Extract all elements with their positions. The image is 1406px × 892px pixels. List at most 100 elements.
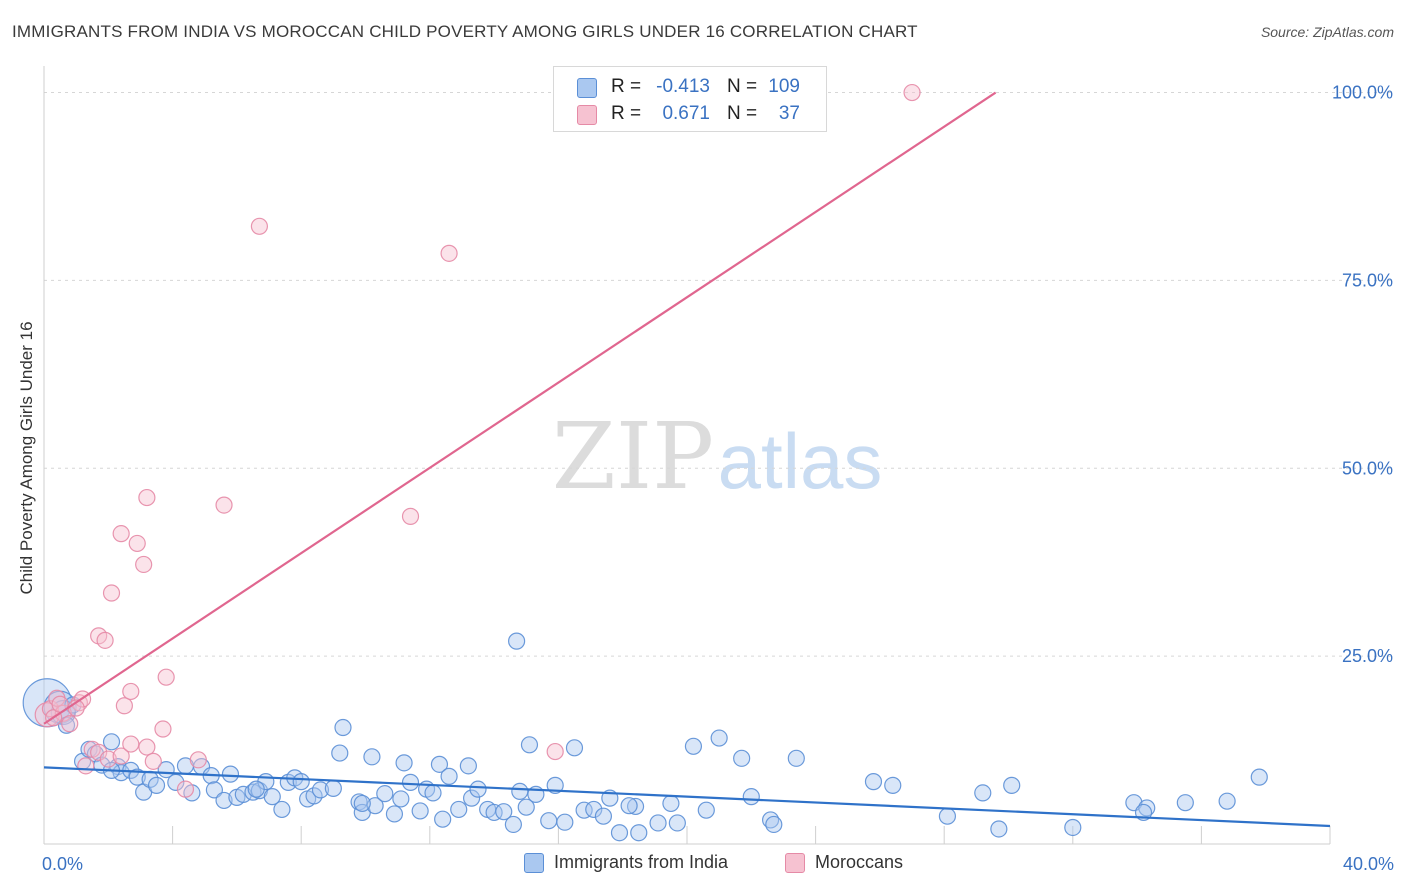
legend-n-label-india: N = xyxy=(727,76,758,97)
moroccan-point xyxy=(122,735,140,753)
y-tick-label: 50.0% xyxy=(1342,458,1393,478)
india-point xyxy=(311,781,330,799)
legend-r-label-moroccans: R = xyxy=(611,103,642,124)
india-point xyxy=(610,824,629,842)
moroccan-point xyxy=(77,757,95,775)
india-point xyxy=(884,776,902,794)
india-point xyxy=(974,784,992,802)
india-point xyxy=(411,802,429,820)
india-point xyxy=(787,749,805,767)
india-point xyxy=(620,797,638,815)
india-point xyxy=(102,733,121,751)
india-point xyxy=(1176,794,1194,812)
india-point xyxy=(263,788,281,806)
legend-swatch-moroccans xyxy=(577,105,597,125)
india-point xyxy=(392,790,410,808)
india-point xyxy=(292,773,310,791)
moroccan-point xyxy=(401,507,420,525)
india-point xyxy=(485,803,503,822)
y-tick-label: 25.0% xyxy=(1342,646,1393,666)
india-point xyxy=(668,814,686,832)
india-point xyxy=(215,791,233,810)
legend-label-india: Immigrants from India xyxy=(554,852,729,872)
india-point xyxy=(205,781,223,799)
moroccan-point xyxy=(135,555,153,574)
india-point xyxy=(462,789,481,807)
india-point xyxy=(469,780,487,798)
india-point xyxy=(517,798,535,816)
india-point xyxy=(1218,792,1236,810)
legend-n-value-india: 109 xyxy=(768,76,800,97)
moroccan-point xyxy=(41,700,60,718)
india-trend-line xyxy=(43,766,1331,828)
india-point xyxy=(585,800,603,819)
india-point xyxy=(864,773,883,791)
moroccan-point xyxy=(112,747,130,765)
moroccan-point xyxy=(215,496,233,514)
moroccan-point xyxy=(157,668,175,686)
chart-title: IMMIGRANTS FROM INDIA VS MOROCCAN CHILD … xyxy=(12,22,918,41)
legend-row-india: R = -0.413 N = 109 xyxy=(554,73,826,101)
legend-n-value-moroccans: 37 xyxy=(778,103,800,124)
india-point xyxy=(556,813,574,831)
india-point xyxy=(128,768,146,786)
moroccan-point xyxy=(903,83,921,102)
india-point xyxy=(244,783,262,801)
india-point xyxy=(765,815,783,834)
x-tick-label: 0.0% xyxy=(42,854,83,874)
legend-item-india[interactable]: Immigrants from India xyxy=(524,852,728,873)
india-point xyxy=(331,744,349,762)
moroccan-point xyxy=(189,751,207,769)
india-point xyxy=(504,815,522,834)
india-point xyxy=(540,812,558,830)
india-point xyxy=(1003,776,1021,794)
india-point xyxy=(626,797,645,816)
india-point xyxy=(565,739,584,757)
india-point xyxy=(424,784,442,802)
legend-label-moroccans: Moroccans xyxy=(815,852,904,872)
india-point xyxy=(938,807,957,825)
moroccan-point xyxy=(90,743,108,761)
india-point xyxy=(305,787,323,805)
watermark-zip: ZIP xyxy=(552,403,714,510)
india-point xyxy=(353,794,371,813)
moroccan-point xyxy=(61,715,79,733)
moroccan-point xyxy=(144,752,162,770)
y-tick-label: 75.0% xyxy=(1342,270,1393,290)
moroccan-point xyxy=(115,697,133,715)
india-point xyxy=(649,814,667,832)
india-point xyxy=(401,773,420,791)
india-point xyxy=(990,820,1008,838)
india-point xyxy=(324,779,342,797)
correlation-legend: R = -0.413 N = 109 R = 0.671 N = 37 xyxy=(553,66,827,132)
moroccan-point xyxy=(154,720,172,738)
moroccan-point xyxy=(99,750,117,768)
moroccan-point xyxy=(176,780,195,798)
moroccan-point xyxy=(128,534,146,553)
moroccan-point xyxy=(122,682,140,701)
legend-r-value-moroccans: 0.671 xyxy=(662,103,710,124)
india-point xyxy=(430,755,449,773)
legend-r-label-india: R = xyxy=(611,76,642,97)
legend-swatch-india xyxy=(577,78,597,98)
moroccan-point xyxy=(440,244,458,262)
india-point xyxy=(733,749,751,767)
watermark-atlas: atlas xyxy=(718,417,883,505)
india-point xyxy=(385,805,404,823)
india-point xyxy=(147,776,166,794)
india-point xyxy=(594,807,613,825)
legend-item-moroccans[interactable]: Moroccans xyxy=(785,852,903,873)
india-point xyxy=(440,767,458,785)
source-label: Source: ZipAtlas.com xyxy=(1260,24,1394,40)
india-point xyxy=(630,824,648,842)
india-point xyxy=(376,785,394,803)
moroccan-point xyxy=(250,217,269,235)
india-point xyxy=(697,801,715,819)
legend-swatch-india-bottom xyxy=(524,852,544,873)
india-point xyxy=(495,803,513,821)
legend-n-label-moroccans: N = xyxy=(727,103,758,124)
moroccan-point xyxy=(546,742,564,761)
india-point xyxy=(662,794,680,813)
india-point xyxy=(363,748,381,766)
